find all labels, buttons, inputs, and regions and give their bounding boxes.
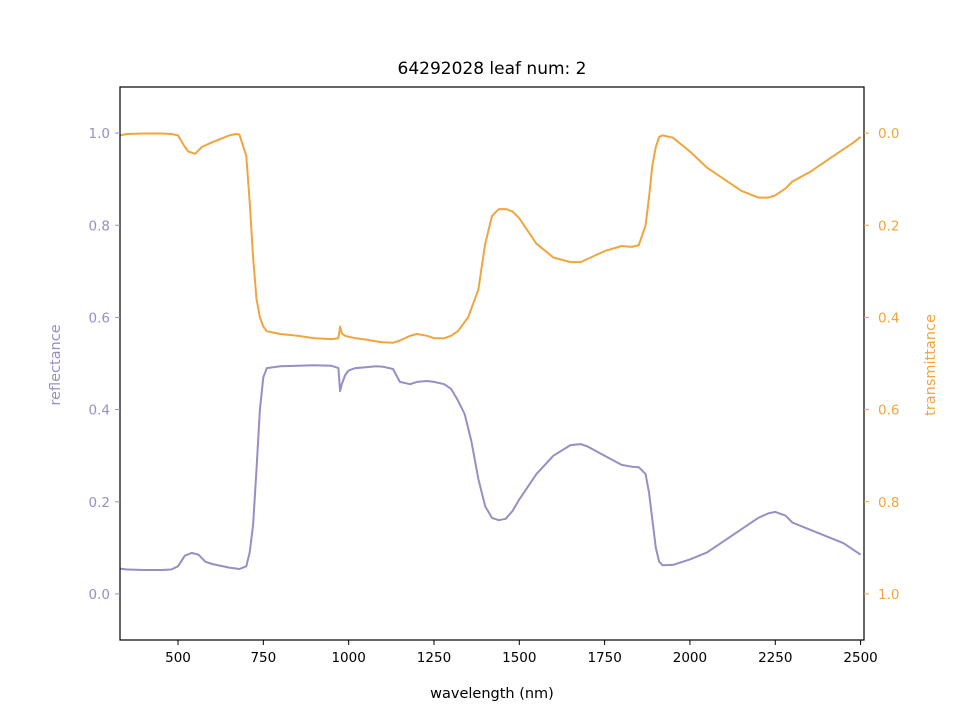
- x-tick-label: 1000: [331, 650, 365, 666]
- x-tick-label: 500: [165, 650, 191, 666]
- y-tick-label: 0.8: [89, 218, 110, 234]
- y-tick-label: 0.2: [89, 495, 110, 511]
- y-tick-label: 0.4: [89, 403, 110, 419]
- y-tick-label: 1.0: [89, 126, 110, 142]
- x-tick-label: 1500: [502, 650, 536, 666]
- chart-title: 64292028 leaf num: 2: [398, 59, 587, 79]
- plot-frame: [119, 86, 865, 641]
- y2-axis-title: transmittance: [923, 314, 939, 416]
- series-line-reflectance: [119, 364, 862, 571]
- x-tick-label: 2000: [673, 650, 707, 666]
- axes: 500 750 1000 1250 1500 1750 2000 2250 2500 0.0 0.2…: [89, 86, 899, 666]
- y2-tick-label: 0.2: [878, 218, 899, 234]
- series-line-transmittance: [119, 132, 862, 344]
- x-tick-label: 2250: [758, 650, 792, 666]
- x-axis-title: wavelength (nm): [430, 686, 554, 702]
- x-tick-label: 1250: [417, 650, 451, 666]
- y-tick-label: 0.6: [89, 310, 110, 326]
- x-tick-label: 750: [250, 650, 276, 666]
- y-axis-title: reflectance: [48, 324, 64, 405]
- y2-tick-label: 0.4: [878, 310, 899, 326]
- x-tick-label: 1750: [587, 650, 621, 666]
- plot-area: [119, 132, 862, 571]
- y2-tick-label: 0.0: [878, 126, 899, 142]
- y-tick-label: 0.0: [89, 587, 110, 603]
- x-tick-label: 2500: [843, 650, 877, 666]
- y2-tick-label: 0.8: [878, 495, 899, 511]
- y2-tick-label: 0.6: [878, 403, 899, 419]
- y2-tick-label: 1.0: [878, 587, 899, 603]
